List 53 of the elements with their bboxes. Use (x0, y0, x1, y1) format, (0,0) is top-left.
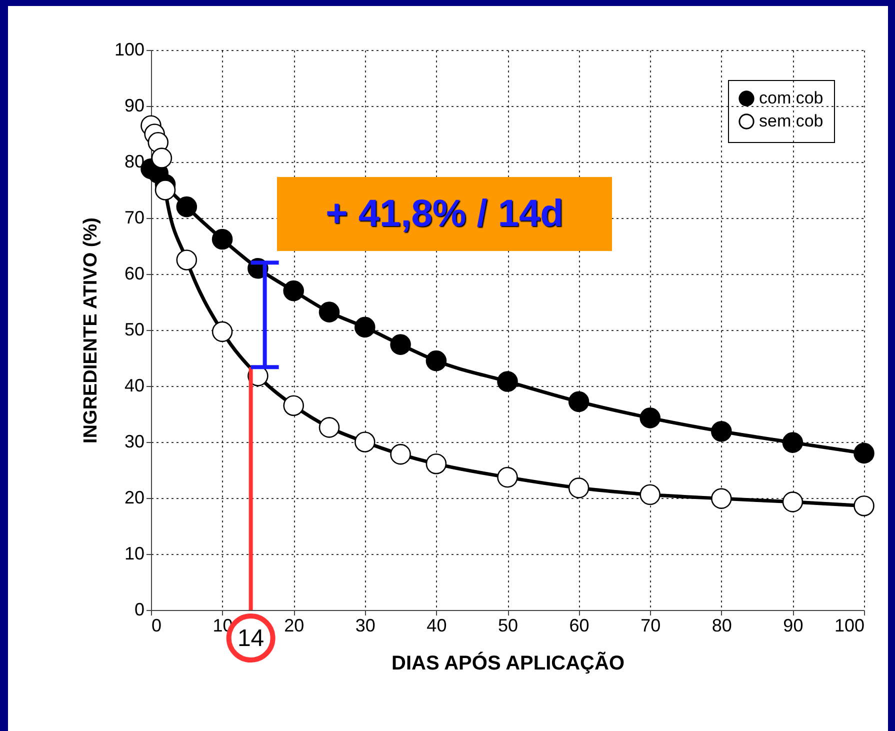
y-tick-label: 30 (124, 432, 144, 452)
point (568, 391, 590, 412)
point (426, 453, 447, 474)
x-tick-label: 70 (640, 616, 661, 636)
y-tick-label: 90 (124, 96, 144, 116)
x-axis-title: DIAS APÓS APLICAÇÃO (392, 652, 624, 674)
point (640, 484, 660, 506)
x-tick-label: 0 (152, 616, 162, 636)
y-tick-label: 60 (124, 264, 144, 284)
point (854, 442, 874, 464)
point (176, 196, 198, 218)
y-tick-label: 50 (124, 320, 144, 340)
legend-label: sem cob (759, 112, 824, 130)
point (782, 432, 804, 453)
y-tick-label: 10 (124, 544, 144, 564)
point (283, 395, 304, 416)
point (354, 432, 376, 452)
point (176, 250, 198, 270)
x-tick-label: 30 (355, 616, 376, 636)
point (497, 371, 518, 392)
x-tick-label: 20 (284, 616, 304, 636)
point (283, 280, 304, 302)
point (390, 334, 411, 355)
point (782, 492, 804, 512)
point (426, 350, 447, 372)
ref-line-label: 14 (237, 625, 264, 652)
x-tick-label: 90 (783, 616, 804, 636)
y-tick-label: 40 (124, 376, 144, 396)
point (711, 420, 732, 442)
point (151, 148, 172, 168)
legend-label: com cob (759, 88, 824, 108)
x-tick-label: 50 (498, 616, 518, 636)
y-tick-label: 0 (134, 600, 144, 620)
point (318, 417, 340, 438)
point (640, 408, 660, 428)
point (318, 302, 340, 322)
point (212, 228, 233, 250)
point (390, 444, 411, 465)
annotation: + 41,8% / 14d (277, 177, 612, 251)
y-tick-label: 70 (124, 208, 144, 228)
y-axis-title: INGREDIENTE ATIVO (%) (80, 218, 102, 444)
x-tick-label: 60 (569, 616, 590, 636)
point (212, 321, 233, 342)
y-tick-label: 20 (124, 488, 144, 508)
point (354, 316, 376, 338)
x-tick-label: 100 (834, 616, 864, 636)
point (154, 180, 176, 200)
point (568, 478, 590, 498)
point (497, 466, 518, 488)
y-tick-label: 100 (114, 40, 144, 60)
x-tick-label: 40 (426, 616, 447, 636)
x-tick-label: 80 (712, 616, 732, 636)
point (711, 488, 732, 509)
